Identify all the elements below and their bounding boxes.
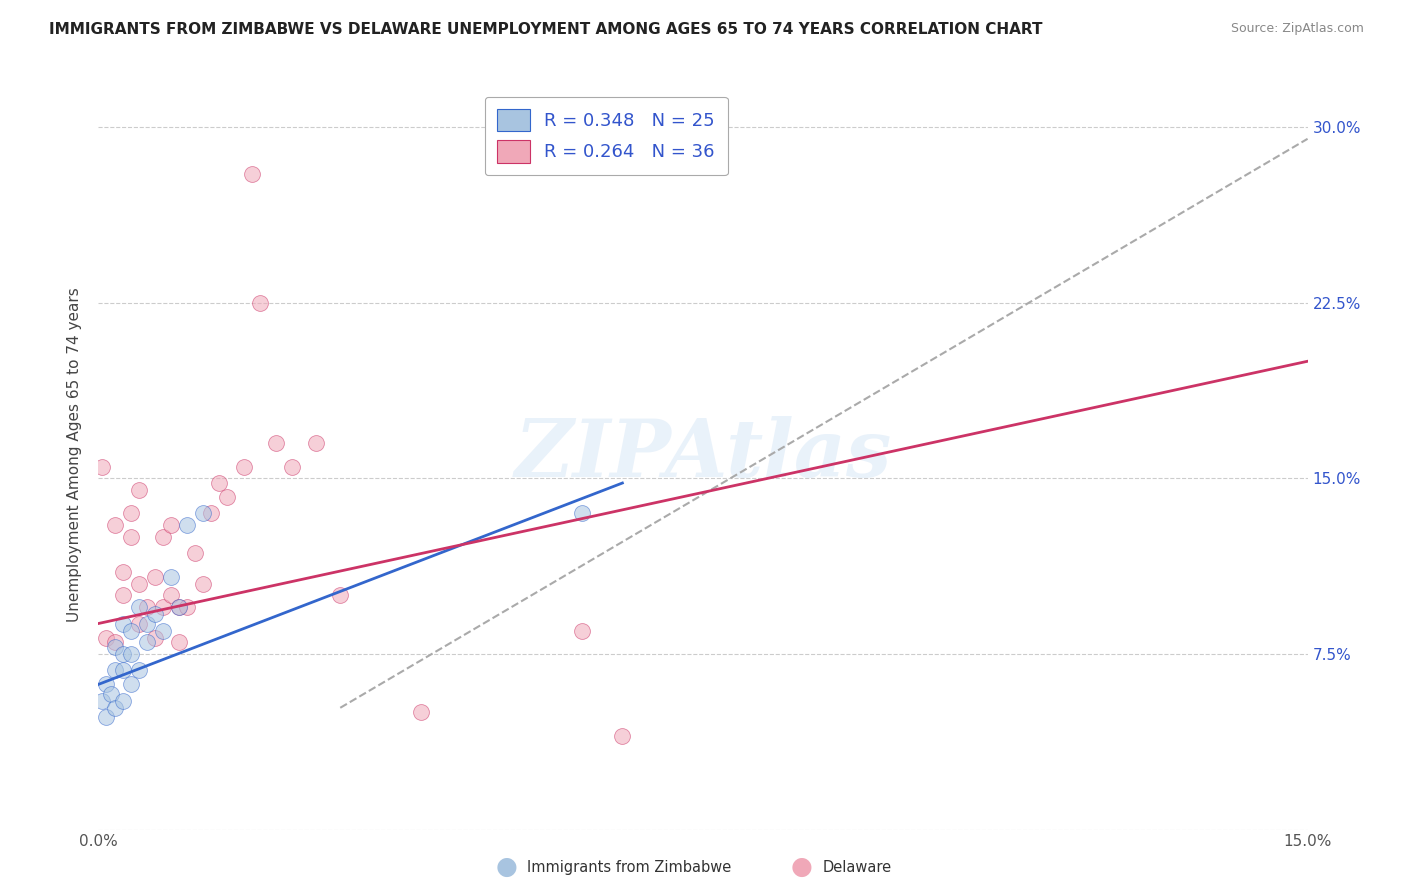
Point <box>120 647 142 661</box>
Point <box>264 436 287 450</box>
Text: Delaware: Delaware <box>823 860 891 874</box>
Point <box>152 624 174 638</box>
Text: Source: ZipAtlas.com: Source: ZipAtlas.com <box>1230 22 1364 36</box>
Point <box>91 694 114 708</box>
Point <box>184 546 207 560</box>
Text: ●: ● <box>790 855 813 879</box>
Point <box>329 589 352 603</box>
Legend: R = 0.348   N = 25, R = 0.264   N = 36: R = 0.348 N = 25, R = 0.264 N = 36 <box>485 97 728 175</box>
Point <box>200 507 222 521</box>
Point <box>111 694 134 708</box>
Point <box>111 589 134 603</box>
Point <box>128 600 150 615</box>
Point <box>167 635 190 649</box>
Point <box>135 616 157 631</box>
Point <box>111 616 134 631</box>
Point <box>96 677 118 691</box>
Point <box>120 677 142 691</box>
Point <box>152 530 174 544</box>
Point <box>143 607 166 621</box>
Point <box>120 530 142 544</box>
Point <box>305 436 328 450</box>
Point <box>120 624 142 638</box>
Point <box>281 459 304 474</box>
Point <box>91 459 114 474</box>
Point <box>103 640 125 654</box>
Point <box>103 701 125 715</box>
Point <box>167 600 190 615</box>
Point <box>111 664 134 678</box>
Point <box>160 518 183 533</box>
Point <box>160 589 183 603</box>
Point <box>135 600 157 615</box>
Point <box>240 167 263 181</box>
Point <box>176 518 198 533</box>
Point <box>612 729 634 743</box>
Point <box>103 518 125 533</box>
Point <box>571 624 593 638</box>
Point <box>96 631 118 645</box>
Point <box>409 706 432 720</box>
Y-axis label: Unemployment Among Ages 65 to 74 years: Unemployment Among Ages 65 to 74 years <box>67 287 83 623</box>
Point <box>571 507 593 521</box>
Point <box>249 295 271 310</box>
Point <box>128 664 150 678</box>
Point <box>193 576 215 591</box>
Text: Immigrants from Zimbabwe: Immigrants from Zimbabwe <box>527 860 731 874</box>
Point <box>103 635 125 649</box>
Point <box>96 710 118 724</box>
Point <box>128 616 150 631</box>
Point <box>103 664 125 678</box>
Point <box>152 600 174 615</box>
Text: ZIPAtlas: ZIPAtlas <box>515 417 891 493</box>
Point <box>208 476 231 491</box>
Point <box>111 647 134 661</box>
Point <box>176 600 198 615</box>
Point <box>193 507 215 521</box>
Point <box>100 687 122 701</box>
Point <box>143 570 166 584</box>
Point <box>160 570 183 584</box>
Point <box>135 635 157 649</box>
Text: IMMIGRANTS FROM ZIMBABWE VS DELAWARE UNEMPLOYMENT AMONG AGES 65 TO 74 YEARS CORR: IMMIGRANTS FROM ZIMBABWE VS DELAWARE UNE… <box>49 22 1043 37</box>
Point <box>120 507 142 521</box>
Text: ●: ● <box>495 855 517 879</box>
Point <box>167 600 190 615</box>
Point <box>128 483 150 497</box>
Point <box>128 576 150 591</box>
Point <box>232 459 254 474</box>
Point <box>111 565 134 579</box>
Point <box>217 490 239 504</box>
Point <box>143 631 166 645</box>
